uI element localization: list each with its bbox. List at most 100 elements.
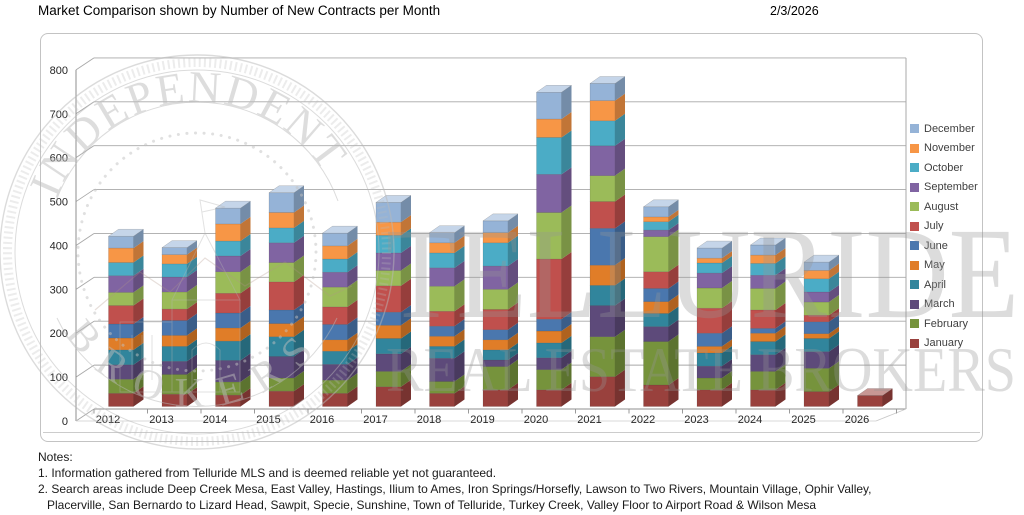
segment-february-2022 [643,341,669,386]
segment-side-face [829,314,839,334]
segment-february-2013 [161,374,188,395]
segment-side-face [454,374,465,394]
segment-side-face [829,255,839,271]
bar-2023 [696,240,733,407]
segment-october-2018 [429,252,455,269]
segment-side-face [454,319,465,337]
segment-side-face [401,318,411,339]
segment-february-2020 [536,369,562,391]
segment-march-2020 [536,357,562,370]
bar-top-face [749,237,787,246]
segment-march-2017 [375,353,402,372]
segment-side-face [722,382,732,407]
segment-february-2012 [108,379,134,394]
legend-item-december: December [910,119,978,139]
bar-2013 [161,240,198,407]
segment-side-face [508,382,518,407]
segment-side-face [829,263,839,279]
segment-july-2016 [322,306,348,325]
segment-august-2021 [589,175,616,202]
segment-april-2018 [429,346,455,359]
segment-august-2019 [482,289,509,310]
x-axis-label-2013: 2013 [149,414,173,426]
segment-october-2016 [322,258,348,273]
segment-side-face [561,112,572,138]
segment-side-face [668,377,679,407]
bar-2016 [321,225,359,407]
segment-september-2024 [750,275,776,289]
segment-side-face [722,281,732,309]
segment-side-face [615,76,625,101]
segment-september-2018 [429,267,455,287]
segment-march-2023 [696,365,723,379]
segment-june-2014 [215,312,241,329]
legend-item-january: January [910,334,978,354]
segment-august-2016 [322,286,348,308]
y-axis-label-600: 600 [50,153,68,165]
segment-november-2014 [215,223,241,242]
segment-july-2022 [643,271,669,289]
report-date: 2/3/2026 [770,4,819,18]
january-legend-swatch [910,338,919,348]
segment-march-2018 [429,357,455,382]
legend-item-april: April [910,275,978,295]
segment-side-face [508,302,518,330]
segment-side-face [775,302,786,329]
segment-side-face [615,221,625,266]
segment-january-2012 [108,393,134,407]
segment-july-2015 [268,281,295,311]
segment-may-2015 [268,323,295,337]
x-axis-label-2024: 2024 [738,414,762,426]
segment-august-2015 [268,262,295,283]
segment-august-2018 [429,285,455,312]
segment-side-face [508,352,518,367]
segment-october-2015 [268,227,295,244]
segment-january-2022 [643,384,669,407]
legend-label: November [924,142,975,155]
segment-side-face [454,329,465,347]
segment-side-face [561,362,572,390]
segment-april-2020 [536,342,562,359]
segment-march-2016 [322,364,348,381]
bar-2021 [589,76,626,407]
segment-side-face [561,130,572,175]
bar-2012 [107,228,145,407]
legend-item-february: February [910,314,978,334]
segment-december-2016 [322,232,348,247]
june-legend-swatch [910,241,919,251]
august-legend-swatch [910,202,919,212]
segment-june-2025 [803,321,830,334]
segment-september-2016 [322,271,348,288]
segment-march-2021 [589,305,616,337]
x-axis-label-2019: 2019 [470,414,494,426]
segment-july-2021 [589,201,616,229]
legend-label: April [924,278,947,291]
segment-june-2019 [482,329,509,341]
segment-july-2025 [803,314,830,323]
legend-item-june: June [910,236,978,256]
october-legend-swatch [910,163,919,173]
segment-side-face [829,384,839,407]
segment-january-2018 [429,393,455,407]
segment-march-2015 [268,356,295,379]
segment-january-2015 [268,390,295,407]
segment-june-2013 [161,320,188,336]
bar-2017 [375,195,412,407]
segment-april-2013 [161,346,188,362]
segment-july-2017 [375,285,402,313]
february-legend-swatch [910,319,919,329]
segment-side-face [775,237,786,256]
segment-august-2017 [375,270,402,287]
segment-march-2025 [803,351,830,369]
segment-side-face [775,364,786,390]
segment-january-2016 [322,393,348,407]
may-legend-swatch [910,260,919,270]
segment-side-face [401,346,411,372]
segment-side-face [722,339,732,353]
segment-side-face [561,382,572,407]
legend-label: October [924,161,964,174]
y-axis-label-500: 500 [50,197,68,209]
segment-may-2016 [322,339,348,352]
september-legend-swatch [910,182,919,192]
segment-side-face [401,305,411,326]
